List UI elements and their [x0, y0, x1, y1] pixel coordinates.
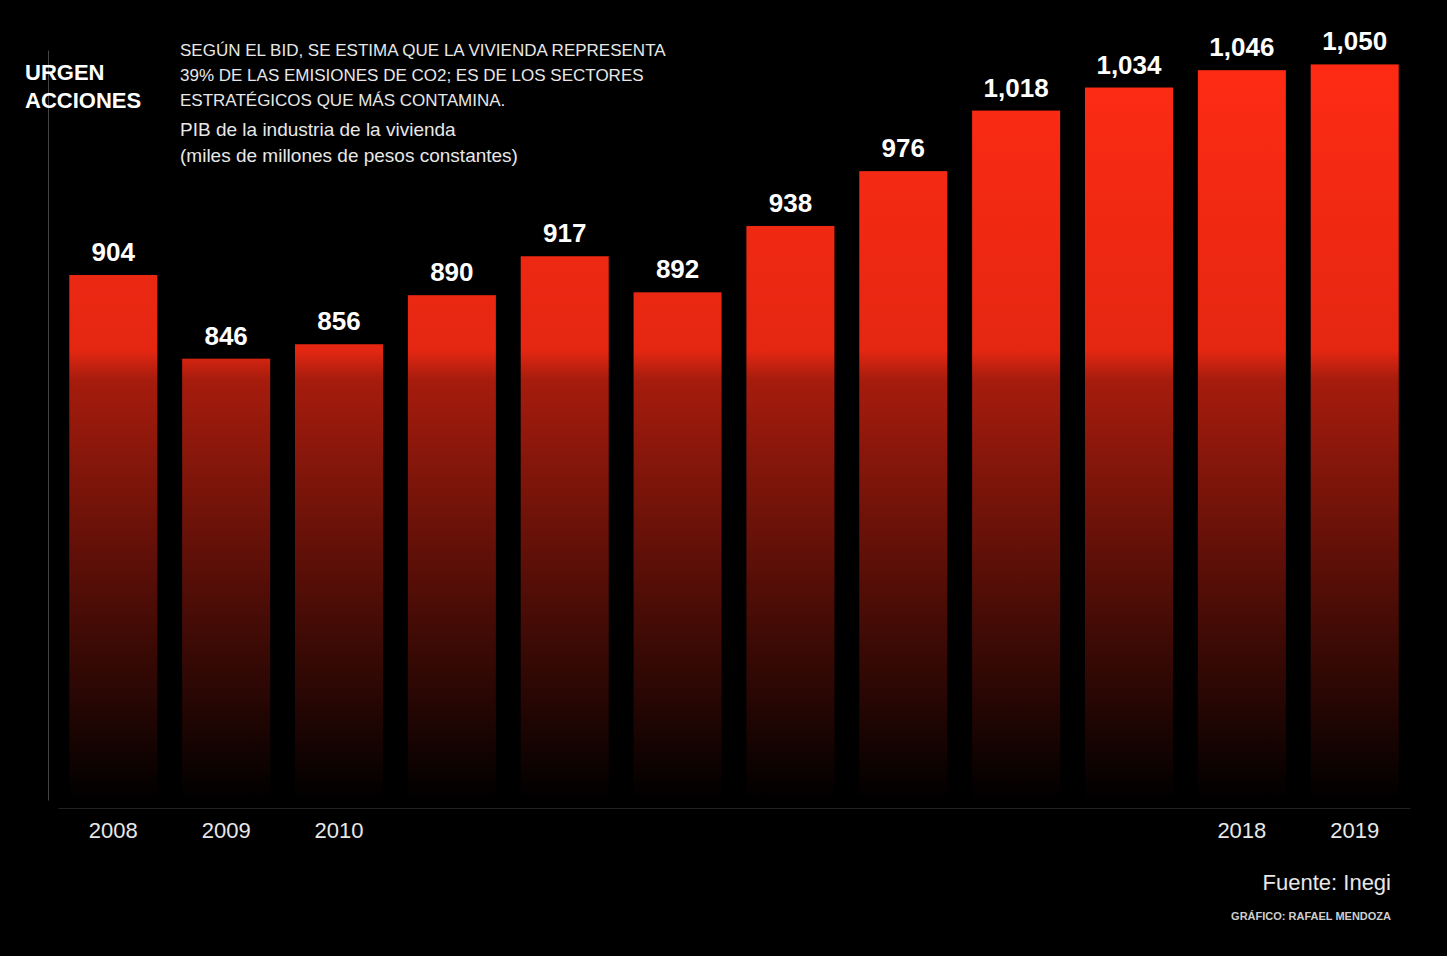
- x-tick-label: 2008: [89, 818, 138, 843]
- data-label: 846: [204, 321, 247, 351]
- data-label: 938: [769, 188, 812, 218]
- data-label: 1,034: [1096, 50, 1162, 80]
- x-tick: 2010: [315, 808, 364, 843]
- data-label: 1,018: [984, 73, 1049, 103]
- y-axis-title: (miles de millones de pesos constantes): [180, 145, 518, 166]
- bar: [521, 256, 609, 800]
- bar: [408, 295, 496, 800]
- bar: [1085, 88, 1173, 801]
- data-label: 1,046: [1209, 32, 1274, 62]
- data-label: 917: [543, 218, 586, 248]
- bar: [295, 344, 383, 800]
- x-axis: 2008 2009 2010 2018 2019: [59, 808, 1411, 843]
- title: URGENACCIONES: [25, 60, 141, 113]
- x-tick-label: 2018: [1217, 818, 1266, 843]
- x-tick: 2009: [202, 808, 251, 843]
- x-tick-label: 2009: [202, 818, 251, 843]
- y-axis-line: [48, 51, 49, 801]
- bars: [69, 64, 1398, 800]
- data-label: 904: [92, 237, 136, 267]
- data-label: 856: [317, 306, 360, 336]
- data-label: 1,050: [1322, 26, 1387, 56]
- data-label: 976: [882, 133, 925, 163]
- bar: [859, 171, 947, 800]
- x-tick: 2018: [1217, 808, 1266, 843]
- subtitle: PIB de la industria de la vivienda: [180, 119, 456, 140]
- bar: [972, 111, 1060, 800]
- bar: [69, 275, 157, 800]
- bar: [634, 292, 722, 800]
- x-axis-line: [59, 808, 1411, 809]
- chart: 904 846 856 890 917 892 938 976 1,018 1,034 1,046 1…: [0, 0, 1447, 956]
- bar: [182, 359, 270, 800]
- y-axis: [48, 51, 49, 801]
- source: Fuente: Inegi: [1263, 870, 1391, 895]
- x-tick: 2008: [89, 808, 138, 843]
- bar: [1198, 70, 1286, 800]
- x-tick-label: 2010: [315, 818, 364, 843]
- bar: [746, 226, 834, 800]
- x-tick: 2019: [1330, 808, 1379, 843]
- data-label: 890: [430, 257, 473, 287]
- note: SEGÚN EL BID, SE ESTIMA QUE LA VIVIENDA …: [180, 41, 666, 110]
- x-tick-label: 2019: [1330, 818, 1379, 843]
- bar: [1311, 64, 1399, 800]
- data-labels: 904 846 856 890 917 892 938 976 1,018 1,034 1,046 1…: [92, 26, 1388, 350]
- credit: GRÁFICO: RAFAEL MENDOZA: [1231, 910, 1391, 922]
- background: [0, 0, 1447, 956]
- data-label: 892: [656, 254, 699, 284]
